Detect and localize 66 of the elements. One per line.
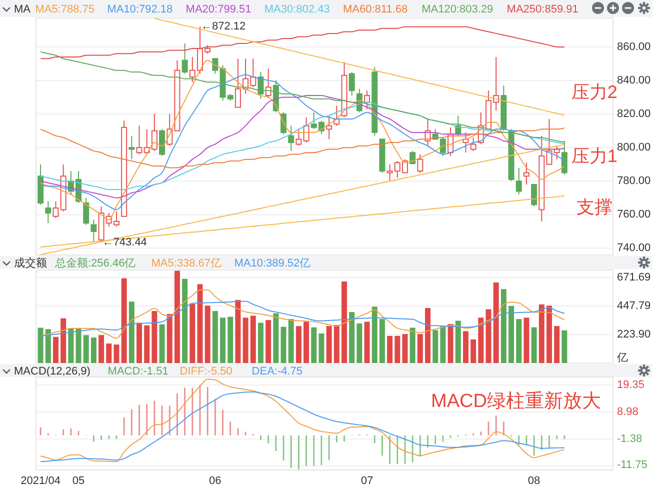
chart-title: MACD(12,26,9)	[14, 365, 90, 378]
candlestick	[52, 200, 59, 219]
x-tick-label: 2021/04	[20, 474, 60, 487]
y-tick-label: 亿	[616, 352, 628, 364]
series-label: MACD:-1.51	[108, 365, 168, 378]
candlestick	[410, 150, 416, 165]
y-tick-label: 780.00	[617, 175, 651, 188]
y-tick-label: 8.98	[617, 406, 638, 418]
candlestick	[326, 115, 332, 140]
y-tick-label: 760.00	[617, 208, 651, 221]
y-tick-label: 740.00	[617, 242, 651, 254]
candlestick	[296, 128, 302, 146]
candlestick	[288, 125, 294, 152]
chart-title: MA	[14, 3, 32, 16]
line-series	[154, 18, 565, 116]
text: MA120:803.29	[422, 3, 494, 16]
annotation: MACD绿柱重新放大	[431, 390, 601, 412]
y-tick-label: -1.38	[617, 432, 642, 445]
text: MA10:389.52亿	[234, 257, 311, 270]
candlestick	[348, 72, 355, 96]
text: MA30:802.43	[264, 3, 330, 16]
text: MA5:788.75	[35, 3, 95, 16]
candlestick	[523, 162, 530, 186]
candlestick	[258, 72, 264, 100]
text: 支撑	[576, 196, 612, 217]
y-tick-label: 223.90	[617, 328, 651, 340]
candlestick	[90, 219, 97, 242]
candlestick	[364, 90, 370, 110]
candlestick	[303, 116, 310, 144]
candlestick	[45, 200, 52, 224]
line-series	[40, 144, 565, 255]
x-tick-label: 07	[360, 474, 374, 487]
x-tick-label: 05	[72, 474, 85, 487]
candlestick	[83, 197, 90, 226]
y-tick-label: 860.00	[617, 40, 651, 53]
y-tick-label: 800.00	[617, 141, 651, 154]
candlestick	[470, 137, 476, 152]
text: MA5:338.67亿	[151, 257, 222, 270]
annotation: ←872.12	[200, 20, 246, 32]
x-tick-label: 06	[209, 474, 222, 487]
text: 压力1	[571, 146, 618, 166]
chart-title: 成交额	[14, 256, 47, 270]
annotation: ←743.44	[102, 236, 147, 248]
series-label: DEA:-4.75	[252, 365, 303, 378]
y-tick-label: 19.35	[617, 378, 645, 391]
y-tick-label: 447.79	[617, 300, 651, 312]
candlestick	[159, 128, 166, 156]
text: MA20:799.51	[186, 3, 252, 16]
candlestick	[182, 43, 188, 74]
text: MA10:792.18	[107, 3, 173, 16]
text: MA60:811.68	[343, 3, 408, 16]
y-tick-label: -11.75	[617, 458, 648, 471]
series-label: MA250:859.91	[506, 3, 578, 16]
y-tick-label: 671.69	[617, 271, 651, 284]
y-tick-label: 840.00	[617, 74, 651, 86]
y-tick-label: 820.00	[617, 108, 651, 120]
series-label: 总金额:256.46亿	[54, 256, 136, 270]
candlestick	[417, 154, 424, 174]
candlestick	[531, 184, 538, 207]
candlestick	[265, 68, 272, 98]
series-label: DIFF:-5.50	[180, 365, 232, 378]
x-tick-label: 08	[528, 474, 540, 487]
candlestick	[212, 58, 218, 74]
candlestick	[128, 135, 135, 160]
candlestick	[516, 167, 522, 196]
text: 压力2	[571, 82, 618, 102]
